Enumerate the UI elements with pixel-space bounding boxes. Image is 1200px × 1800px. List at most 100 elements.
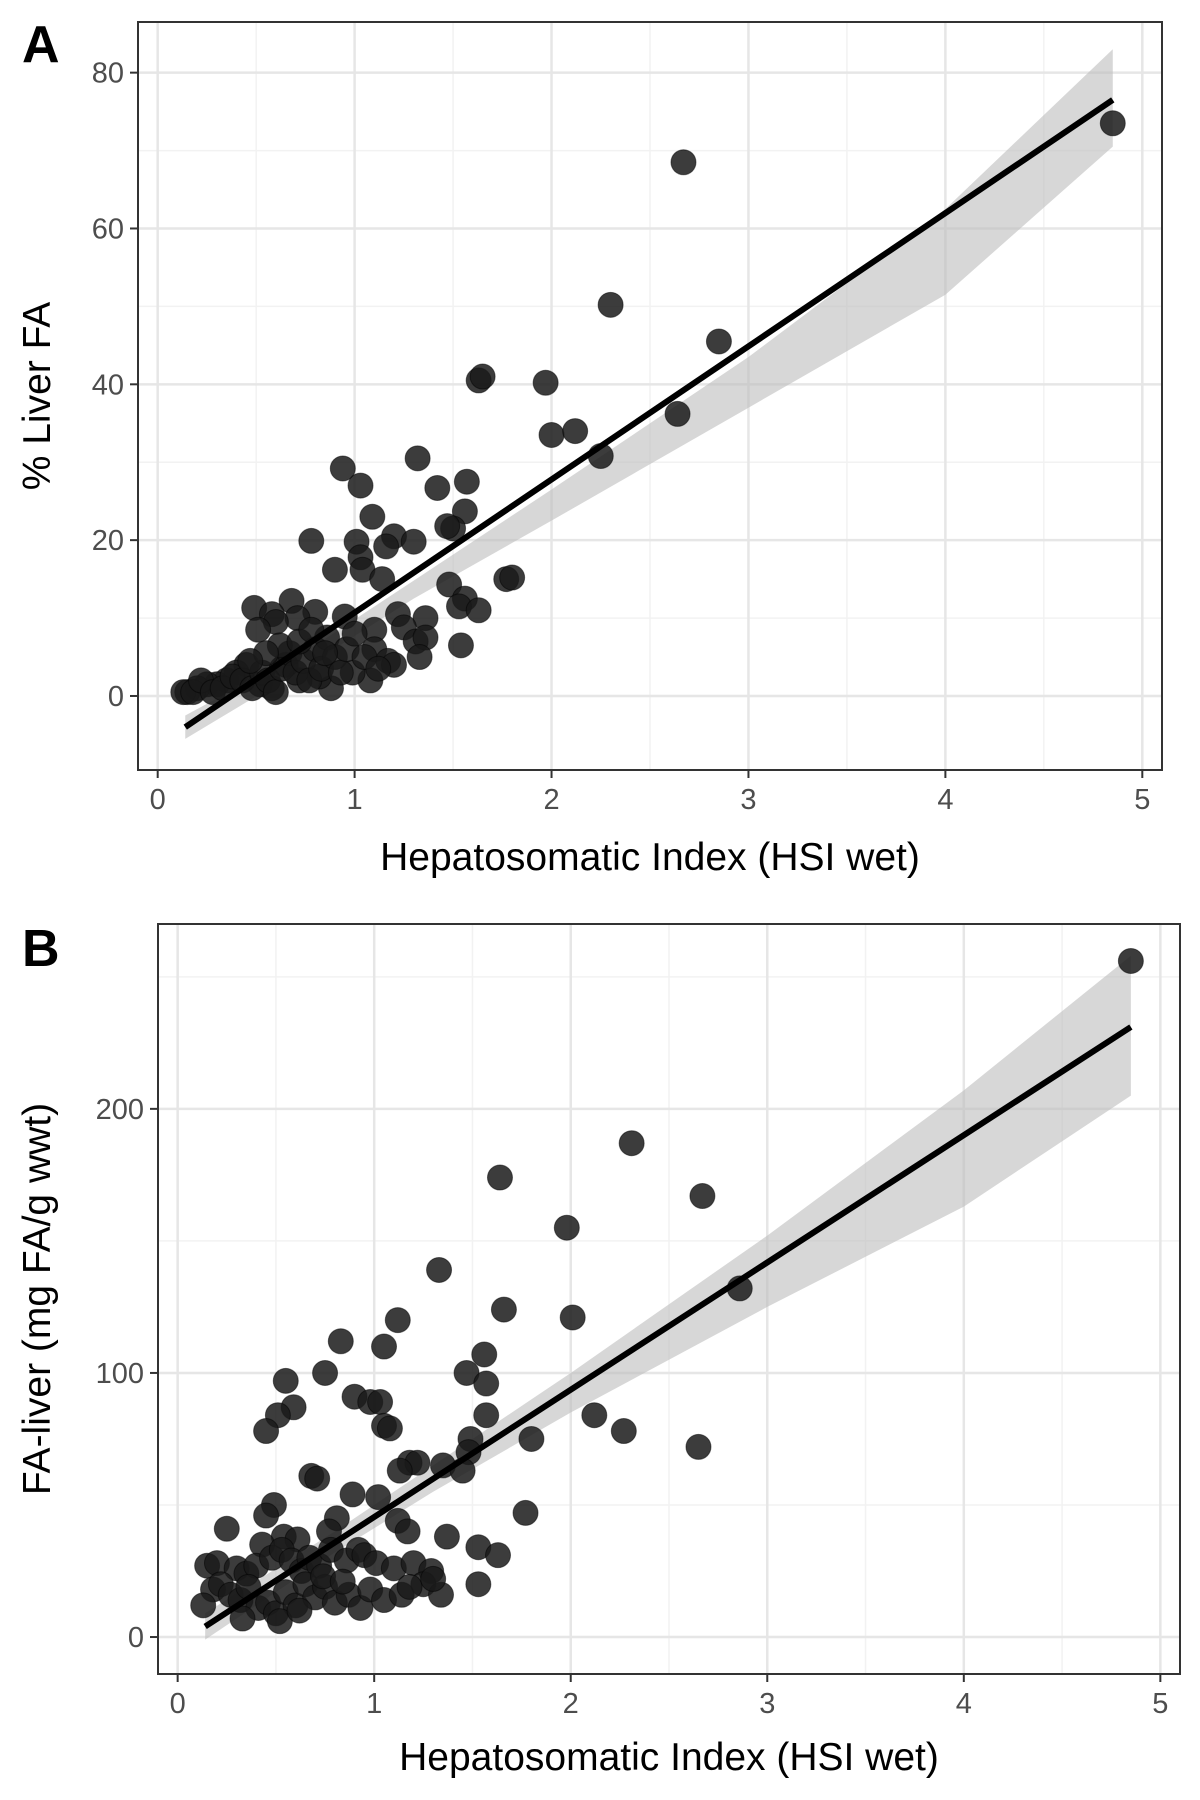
panel-a-data-point [245, 616, 272, 643]
panel-b-regression-line [203, 1024, 1133, 1629]
panel-b-y-tick-label: 0 [128, 1622, 144, 1654]
panel-b-x-tick-label: 0 [170, 1688, 186, 1720]
panel-a-x-tick-label: 1 [347, 784, 363, 816]
panel-b-x-tick-label: 1 [366, 1688, 382, 1720]
panel-a-x-tick-label: 2 [543, 784, 559, 816]
panel-a-data-point [329, 455, 356, 482]
panel-b-panel-label: B [22, 920, 60, 978]
panel-b-data-point [553, 1214, 580, 1241]
panel-b-data-point [304, 1465, 331, 1492]
panel-a-y-tick-label: 20 [92, 525, 124, 557]
panel-a-panel-border [137, 21, 1163, 771]
panel-b-data-point [213, 1515, 240, 1542]
panel-b-data-point [689, 1183, 716, 1210]
panel-a-data-point [532, 369, 559, 396]
panel-b-x-tick-label: 3 [759, 1688, 775, 1720]
panel-a-data-point [298, 527, 325, 554]
panel-a-data-point [400, 528, 427, 555]
panel-a-data-point [424, 474, 451, 501]
panel-b-data-point [272, 1367, 299, 1394]
panel-a-data-point [341, 620, 368, 647]
panel-b-y-axis-title: FA-liver (mg FA/g wwt) [16, 1103, 59, 1495]
panel-b-data-point [473, 1402, 500, 1429]
panel-a-data-point [404, 445, 431, 472]
panel-a-data-point [453, 468, 480, 495]
panel-a-y-tick-label: 40 [92, 369, 124, 401]
panel-b-x-tick-label: 4 [956, 1688, 972, 1720]
panel-a-y-axis-title: % Liver FA [16, 302, 59, 491]
panel-b-data-point [465, 1571, 492, 1598]
panel-a-regression-line [183, 97, 1115, 730]
panel-a-data-point [373, 533, 400, 560]
panel-a-scatter-chart: 0 1 2 3 4 5 0 20 40 60 80 Hepatosomatic Index (HSI … [16, 16, 1163, 879]
panel-b-data-point [386, 1457, 413, 1484]
panel-a-data-point [312, 640, 339, 667]
panel-b-data-point [339, 1481, 366, 1508]
panel-b-data-point [426, 1256, 453, 1283]
panel-b-data-point [559, 1304, 586, 1331]
panel-b-data-point [581, 1402, 608, 1429]
panel-a-data-point [499, 564, 526, 591]
panel-b-x-tick-label: 2 [563, 1688, 579, 1720]
panel-b-data-point [1117, 947, 1144, 974]
panel-b-data-point [473, 1370, 500, 1397]
panel-b-data-point [420, 1565, 447, 1592]
panel-b-data-point [371, 1333, 398, 1360]
panel-a-data-point [664, 400, 691, 427]
panel-b-data-point [229, 1605, 256, 1632]
panel-a-data-point [406, 644, 433, 671]
panel-a-data-point [670, 149, 697, 176]
panel-b-data-point [286, 1597, 313, 1624]
panel-b-x-axis-title: Hepatosomatic Index (HSI wet) [399, 1736, 939, 1779]
panel-a-data-point [359, 503, 386, 530]
panel-b-data-point [486, 1164, 513, 1191]
panel-b-panel-border [157, 923, 1181, 1675]
panel-b-data-point [384, 1307, 411, 1334]
panel-a-data-point [1099, 110, 1126, 137]
panel-b-data-point [376, 1415, 403, 1442]
panel-b-data-point [329, 1568, 356, 1595]
panel-a-data-point [237, 647, 264, 674]
panel-b-y-tick-label: 100 [96, 1358, 144, 1390]
panel-b-data-point [253, 1502, 280, 1529]
panel-a-y-tick-label: 80 [92, 58, 124, 90]
panel-a-panel-label: A [22, 16, 60, 74]
panel-a-data-point [347, 472, 374, 499]
panel-a-x-tick-label: 0 [150, 784, 166, 816]
panel-b-data-point [312, 1359, 339, 1386]
panel-a-y-tick-label: 60 [92, 213, 124, 245]
panel-a-x-axis-title: Hepatosomatic Index (HSI wet) [380, 836, 920, 879]
panel-b-data-point [190, 1592, 217, 1619]
panel-a-data-point [447, 632, 474, 659]
panel-b-data-point [610, 1418, 637, 1445]
panel-b-data-point [512, 1499, 539, 1526]
panel-a-x-tick-label: 5 [1134, 784, 1150, 816]
panel-a-data-point [262, 679, 289, 706]
panel-a-y-tick-label: 0 [108, 681, 124, 713]
panel-a-data-point [469, 363, 496, 390]
panel-a-data-point [365, 655, 392, 682]
panel-b-data-point [433, 1523, 460, 1550]
panel-a-data-point [562, 418, 589, 445]
panel-b-scatter-chart: 0 1 2 3 4 5 0 100 200 Hepatosomatic Index (HSI we… [16, 920, 1181, 1779]
panel-b-data-point [685, 1433, 712, 1460]
panel-b-data-point [518, 1425, 545, 1452]
panel-b-data-point [327, 1328, 354, 1355]
panel-b-y-tick-label: 200 [96, 1094, 144, 1126]
panel-b-data-point [365, 1484, 392, 1511]
panel-b-data-point [485, 1542, 512, 1569]
panel-b-data-point [367, 1388, 394, 1415]
panel-a-data-point [538, 421, 565, 448]
panel-a-data-point [597, 291, 624, 318]
panel-b-data-point [471, 1341, 498, 1368]
panel-b-data-point [490, 1296, 517, 1323]
panel-a-data-point [465, 597, 492, 624]
panel-a-x-tick-label: 4 [937, 784, 953, 816]
panel-a-data-point [434, 513, 461, 540]
panel-b-data-point [396, 1573, 423, 1600]
panel-a-data-point [705, 328, 732, 355]
panel-a-data-point [321, 556, 348, 583]
panel-b-data-point [253, 1418, 280, 1445]
panel-b-data-point [394, 1518, 421, 1545]
